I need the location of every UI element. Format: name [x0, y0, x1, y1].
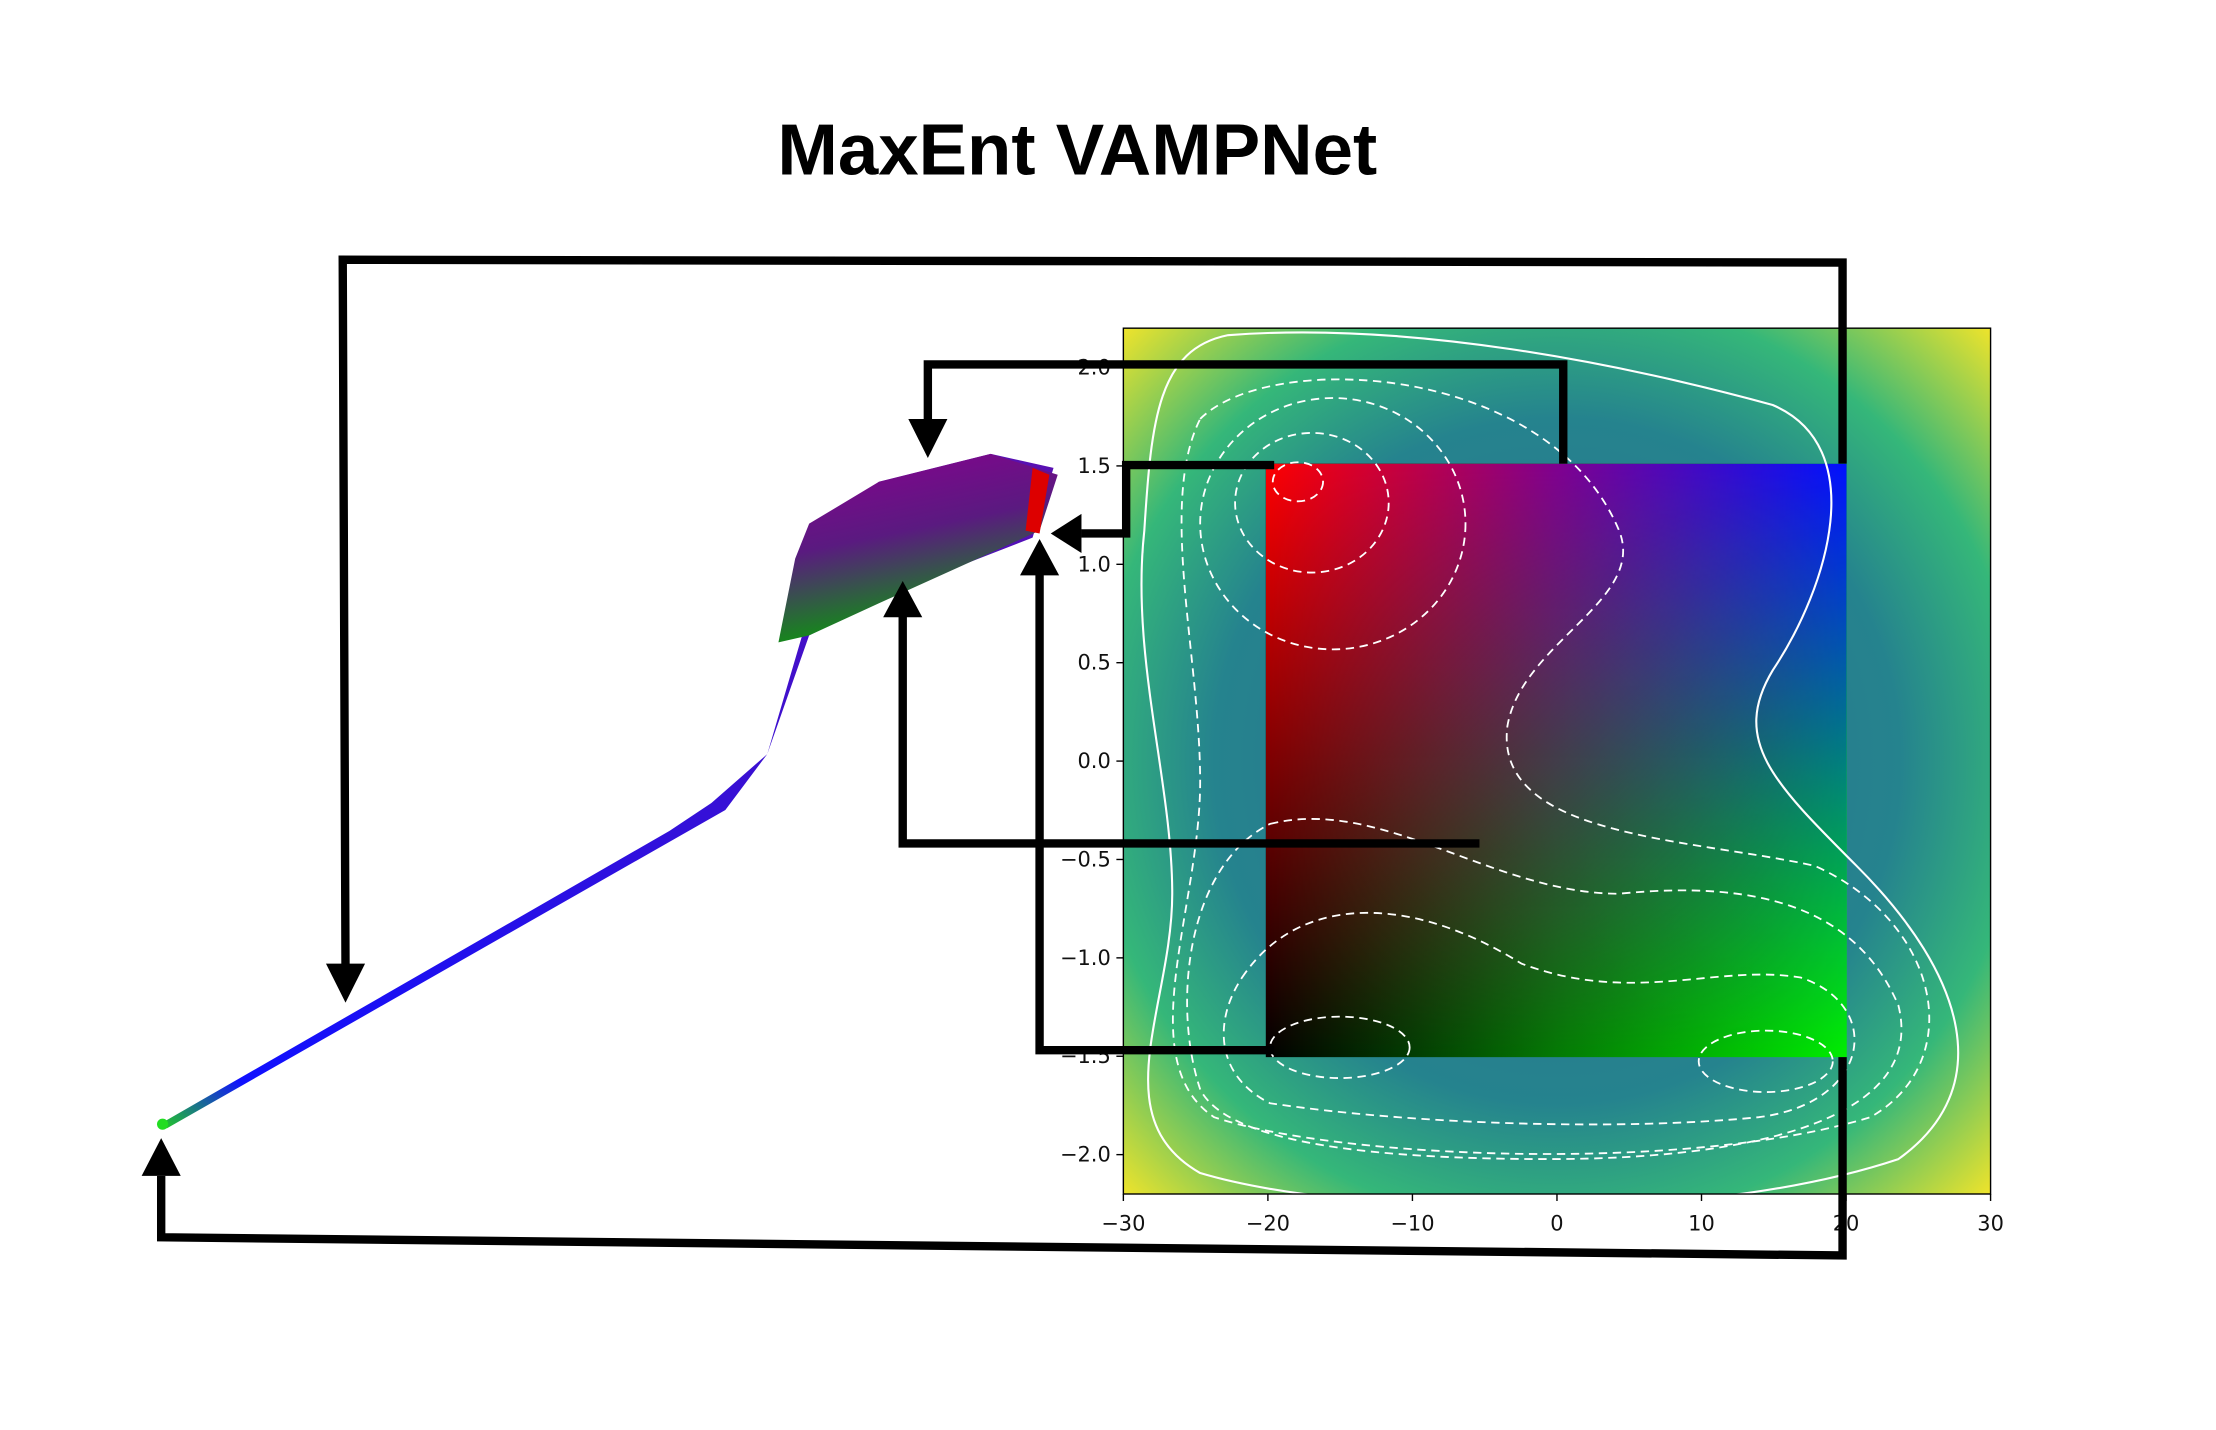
y-tick-label: −2.0 [1060, 1143, 1111, 1167]
x-tick-label: −20 [1246, 1211, 1290, 1235]
y-tick-label: −1.0 [1060, 946, 1111, 970]
x-tick-label: 30 [1977, 1211, 2004, 1235]
y-tick-label: 0.5 [1077, 651, 1110, 675]
y-tick-label: 1.5 [1077, 454, 1110, 478]
x-tick-label: −10 [1390, 1211, 1434, 1235]
contours [1140, 331, 1960, 1209]
x-tick-label: −30 [1101, 1211, 1145, 1235]
x-tick-label: 10 [1688, 1211, 1715, 1235]
trajectory-end [156, 1118, 169, 1130]
y-tick-label: −0.5 [1060, 847, 1111, 871]
y-tick-label: 0.0 [1077, 749, 1110, 773]
trajectory-ribbon [778, 453, 1058, 643]
y-tick-label: 1.0 [1077, 552, 1110, 576]
arrows [141, 255, 1847, 1260]
title: MaxEnt VAMPNet [777, 110, 1377, 191]
trajectory-start [1025, 467, 1050, 534]
x-tick-label: 0 [1550, 1211, 1563, 1235]
color-square-top [1265, 463, 1847, 1058]
